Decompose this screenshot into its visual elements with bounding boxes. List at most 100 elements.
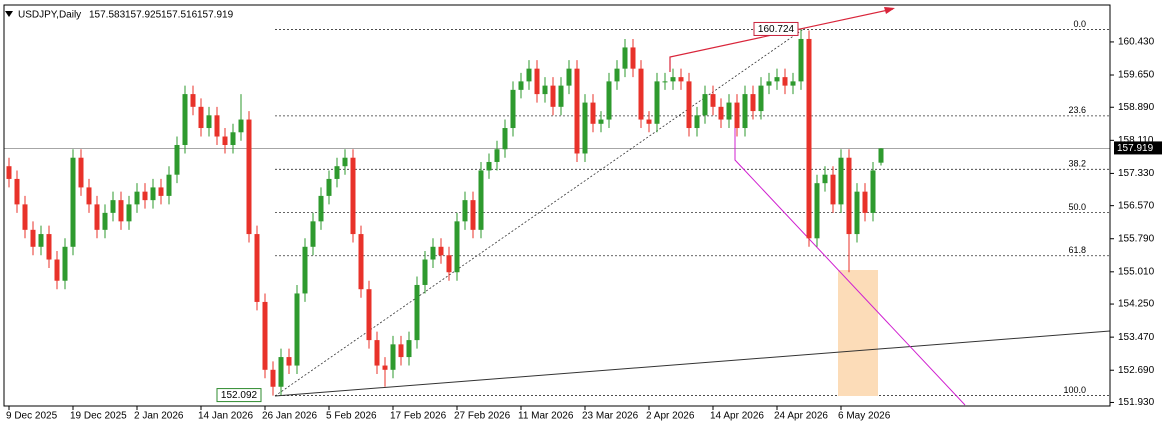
candle-body (278, 357, 284, 387)
candle-body (766, 81, 772, 86)
candle-body (662, 81, 668, 83)
candle-body (862, 191, 868, 213)
ohlc-low: 157.516 (161, 10, 198, 21)
highlight-box (838, 270, 878, 396)
ohlc-open: 157.583 (89, 10, 126, 21)
candle-body (438, 246, 444, 256)
candle-body (518, 81, 524, 90)
candle-body (462, 200, 468, 222)
candle-body (590, 102, 596, 124)
candle-body (270, 369, 276, 387)
candle-body (654, 81, 660, 124)
current-price-label: 157.919 (1117, 143, 1154, 154)
candle-body (374, 340, 380, 366)
y-tick-label: 155.790 (1118, 233, 1155, 244)
candle-body (142, 191, 148, 201)
candle-body (302, 246, 308, 294)
candle-body (830, 174, 836, 205)
candle-body (798, 38, 804, 82)
candle-body (246, 119, 252, 235)
candle-body (686, 81, 692, 129)
candle-body (254, 234, 260, 302)
red-trend-line (669, 8, 894, 72)
y-tick-label: 160.430 (1118, 37, 1155, 48)
candle-body (406, 340, 412, 358)
candle-body (822, 174, 828, 184)
candle-body (190, 94, 196, 107)
fib-label: 50.0 (1068, 202, 1086, 212)
candle-body (574, 68, 580, 154)
candle-body (710, 94, 716, 107)
fib-high-label-box (753, 21, 799, 36)
candle-body (6, 166, 12, 179)
candle-body (494, 149, 500, 162)
candle-body (366, 289, 372, 341)
candles (6, 29, 884, 396)
x-tick-label: 14 Jan 2026 (198, 411, 253, 422)
candle-body (342, 157, 348, 167)
candle-body (238, 119, 244, 133)
candle-body (646, 119, 652, 124)
candle-body (350, 157, 356, 235)
candle-body (486, 161, 492, 171)
candle-body (214, 115, 220, 137)
candle-body (454, 221, 460, 273)
ohlc-close: 157.919 (197, 10, 234, 21)
y-tick-label: 154.250 (1118, 299, 1155, 310)
candle-body (358, 234, 364, 290)
grid-layer (4, 29, 1110, 396)
x-tick-label: 9 Dec 2025 (6, 411, 58, 422)
candle-body (870, 170, 876, 213)
x-tick-label: 26 Jan 2026 (262, 411, 317, 422)
candle-body (398, 344, 404, 358)
y-tick-label: 158.110 (1118, 135, 1154, 146)
candle-body (598, 119, 604, 124)
candle-body (814, 183, 820, 239)
candle-body (38, 234, 44, 247)
candle-body (198, 106, 204, 129)
y-tick-label: 159.650 (1118, 70, 1155, 81)
candle-body (566, 68, 572, 86)
symbol: USDJPY,Daily (18, 10, 81, 21)
x-tick-label: 5 Feb 2026 (326, 411, 377, 422)
candle-body (150, 187, 156, 201)
magenta-line (734, 115, 966, 406)
candle-body (78, 157, 84, 188)
plot-frame (3, 4, 1111, 407)
candle-body (206, 115, 212, 129)
candle-body (774, 77, 780, 82)
fib-low-label-box (216, 388, 262, 403)
fib-label: 23.6 (1068, 105, 1086, 115)
menu-triangle (5, 11, 13, 17)
trend-line (274, 330, 1111, 397)
candle-body (230, 132, 236, 145)
candle-body (502, 128, 508, 150)
candle-body (526, 68, 532, 82)
candle-body (718, 106, 724, 120)
candle-body (94, 204, 100, 230)
x-tick-label: 23 Mar 2026 (582, 411, 639, 422)
candle-body (446, 255, 452, 273)
candle-body (806, 38, 812, 239)
candle-body (30, 229, 36, 247)
candle-body (702, 94, 708, 116)
candle-body (878, 148, 884, 163)
fib-label: 61.8 (1068, 245, 1086, 255)
candle-body (70, 157, 76, 247)
x-tick-label: 24 Apr 2026 (774, 411, 828, 422)
candle-body (382, 365, 388, 370)
candle-body (550, 85, 556, 107)
candle-body (86, 187, 92, 205)
candle-body (622, 47, 628, 69)
candle-body (158, 187, 164, 196)
candle-body (606, 81, 612, 120)
candle-body (838, 157, 844, 205)
candle-body (670, 77, 676, 82)
fib-label: 0.0 (1073, 19, 1086, 29)
x-tick-label: 2 Jan 2026 (134, 411, 184, 422)
candle-body (750, 94, 756, 112)
fib-low-label: 152.092 (221, 390, 258, 401)
candle-body (22, 204, 28, 230)
candle-body (102, 212, 108, 230)
